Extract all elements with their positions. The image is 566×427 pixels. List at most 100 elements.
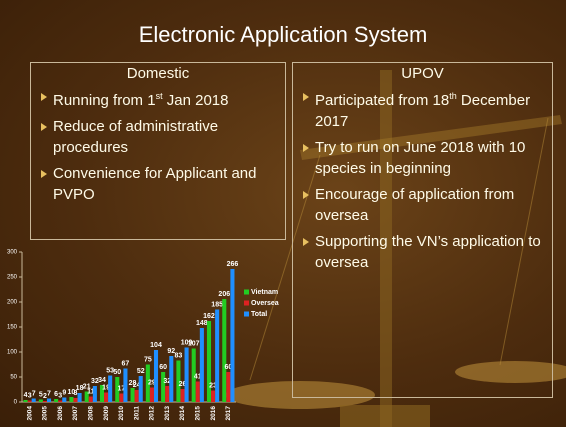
bar: [176, 360, 181, 402]
box-heading: Domestic: [126, 65, 190, 82]
value-label: 75: [144, 356, 152, 363]
y-tick-label: 150: [7, 325, 18, 331]
upov-box: UPOV Participated from 18th December 201…: [292, 62, 553, 398]
bullet: Convenience for Applicant and PVPO: [41, 163, 281, 205]
superscript: st: [155, 91, 163, 101]
bullet: Running from 1st Jan 2018: [41, 86, 281, 111]
value-label: 18: [76, 385, 84, 392]
value-label: 53: [106, 367, 114, 374]
value-label: 32: [163, 378, 171, 385]
bar: [54, 399, 59, 402]
value-label: 52: [137, 368, 145, 375]
x-tick-label: 2011: [133, 406, 140, 420]
bar: [206, 321, 212, 402]
bar: [119, 393, 124, 402]
text: December 2017: [315, 92, 531, 130]
value-label: 2: [43, 393, 47, 400]
value-label: 92: [167, 348, 175, 355]
value-label: 10: [68, 389, 76, 396]
value-label: 50: [113, 369, 121, 376]
y-tick-label: 250: [7, 275, 18, 281]
bar: [134, 390, 139, 402]
value-label: 23: [209, 382, 217, 389]
bar: [69, 397, 74, 402]
bar: [84, 391, 89, 402]
slide-title: Electronic Application System: [138, 22, 428, 47]
bar: [115, 377, 120, 402]
y-tick-label: 100: [7, 350, 18, 356]
value-label: 9: [62, 389, 66, 396]
x-tick-label: 2013: [164, 406, 171, 421]
superscript: th: [449, 91, 457, 101]
value-label: 83: [175, 352, 183, 359]
y-tick-label: 200: [7, 300, 18, 306]
x-tick-label: 2012: [149, 406, 156, 421]
value-label: 32: [91, 378, 99, 385]
value-label: 6: [54, 391, 58, 398]
legend-swatch: [244, 289, 249, 295]
value-label: 3: [58, 392, 62, 399]
legend-label: Total: [251, 311, 267, 318]
value-label: 67: [122, 360, 130, 367]
value-label: 11: [87, 388, 95, 395]
value-label: 26: [179, 381, 187, 388]
bullet: Participated from 18th December 2017: [303, 86, 548, 132]
value-label: 17: [117, 385, 125, 392]
bar: [99, 385, 105, 402]
bar: [88, 396, 93, 402]
x-tick-label: 2016: [210, 406, 217, 421]
value-label: 3: [28, 392, 32, 399]
bar: [108, 375, 113, 402]
value-label: 107: [188, 340, 200, 347]
x-tick-label: 2010: [118, 406, 125, 421]
value-label: 104: [150, 342, 162, 349]
x-tick-label: 2017: [225, 406, 232, 421]
value-label: 206: [218, 291, 230, 298]
bar: [161, 372, 166, 402]
bar: [27, 400, 32, 402]
x-tick-label: 2015: [195, 406, 202, 421]
value-label: 19: [102, 384, 110, 391]
bar: [184, 347, 189, 402]
bar: [230, 269, 235, 402]
bar: [138, 376, 143, 402]
value-label: 162: [203, 313, 215, 320]
bar: [215, 309, 220, 402]
value-label: 148: [196, 320, 208, 327]
bar: [226, 372, 231, 402]
bar: [123, 368, 128, 402]
x-tick-label: 2004: [26, 406, 33, 421]
bar: [58, 400, 63, 402]
value-label: 266: [227, 261, 239, 268]
value-label: 109: [181, 339, 193, 346]
legend-label: Oversea: [251, 300, 279, 307]
y-tick-label: 0: [14, 400, 18, 406]
legend-swatch: [244, 300, 249, 306]
text: Jan 2018: [162, 92, 229, 109]
bar: [77, 393, 82, 402]
bar: [211, 390, 216, 402]
value-label: 5: [39, 391, 43, 398]
value-label: 41: [194, 373, 202, 380]
box-heading: UPOV: [401, 65, 444, 82]
x-tick-label: 2006: [57, 406, 64, 421]
bar: [104, 392, 109, 402]
bullet: Reduce of administrative procedures: [41, 116, 281, 158]
bar: [165, 386, 170, 402]
legend-label: Vietnam: [251, 289, 278, 296]
value-label: 21: [83, 383, 91, 390]
legend-swatch: [244, 311, 249, 317]
bar: [31, 398, 36, 402]
bar: [149, 387, 154, 402]
bar: [42, 401, 47, 402]
bar: [195, 381, 200, 402]
x-tick-label: 2014: [179, 406, 186, 421]
x-tick-label: 2007: [72, 406, 79, 421]
value-label: 34: [98, 377, 106, 384]
domestic-box: Domestic Running from 1st Jan 2018 Reduc…: [30, 62, 286, 240]
bar: [191, 348, 196, 402]
value-label: 7: [32, 390, 36, 397]
